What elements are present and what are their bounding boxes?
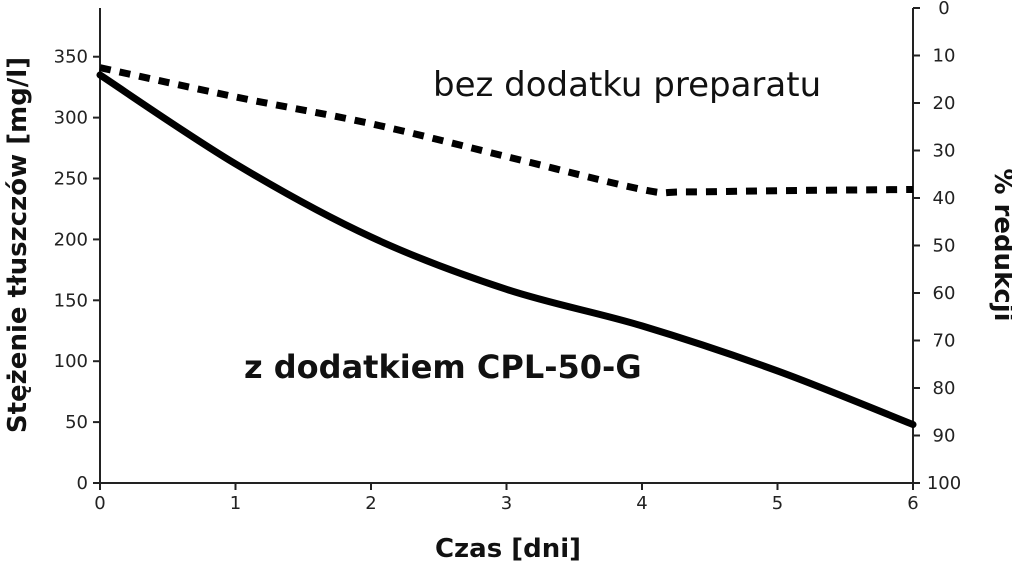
x-axis-ticks: 0 1 2 3 4 5 6 [94, 483, 919, 514]
series-line-with-additive [96, 71, 917, 429]
y-tick-label: 0 [77, 473, 88, 494]
y2-tick-label: 10 [933, 46, 956, 67]
y-axis-ticks: 0 50 100 150 200 250 300 350 [54, 47, 100, 494]
y-tick-label: 350 [54, 47, 88, 68]
x-tick-label: 4 [636, 493, 647, 514]
y2-tick-label: 50 [933, 236, 956, 257]
y2-tick-label: 40 [933, 188, 956, 209]
y-axis-title: Stężenie tłuszczów [mg/l] [3, 57, 33, 433]
y2-tick-label: 30 [933, 141, 956, 162]
x-tick-label: 5 [772, 493, 783, 514]
y-tick-label: 50 [65, 412, 88, 433]
y2-axis-ticks: 0 10 20 30 40 50 60 70 80 90 100 [913, 0, 961, 494]
annotation-no-additive: bez dodatku preparatu [433, 65, 821, 105]
y-tick-label: 200 [54, 229, 88, 250]
y2-tick-label: 60 [933, 283, 956, 304]
x-tick-label: 2 [365, 493, 376, 514]
x-tick-label: 3 [501, 493, 512, 514]
x-tick-label: 1 [230, 493, 241, 514]
series-line-no-additive [99, 64, 914, 197]
y-tick-label: 100 [54, 351, 88, 372]
y2-tick-label: 0 [938, 0, 949, 19]
series-lines [96, 64, 917, 429]
y2-axis-title: % redukcji [988, 168, 1012, 321]
y-tick-label: 300 [54, 108, 88, 129]
x-tick-label: 0 [94, 493, 105, 514]
y2-tick-label: 20 [933, 93, 956, 114]
annotation-with-additive: z dodatkiem CPL-50-G [244, 348, 642, 386]
y-tick-label: 250 [54, 169, 88, 190]
x-tick-label: 6 [907, 493, 918, 514]
y-tick-label: 150 [54, 290, 88, 311]
y2-tick-label: 80 [933, 378, 956, 399]
y2-tick-label: 100 [927, 473, 961, 494]
y2-tick-label: 70 [933, 331, 956, 352]
x-axis-title: Czas [dni] [435, 534, 581, 564]
y2-tick-label: 90 [933, 426, 956, 447]
